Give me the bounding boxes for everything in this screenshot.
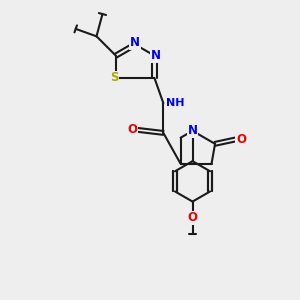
Text: N: N [151,49,161,62]
Text: O: O [128,123,138,136]
Text: O: O [236,133,246,146]
Text: O: O [188,212,197,224]
Text: NH: NH [166,98,185,108]
Text: N: N [188,124,197,137]
Text: N: N [130,37,140,50]
Text: S: S [110,71,118,84]
